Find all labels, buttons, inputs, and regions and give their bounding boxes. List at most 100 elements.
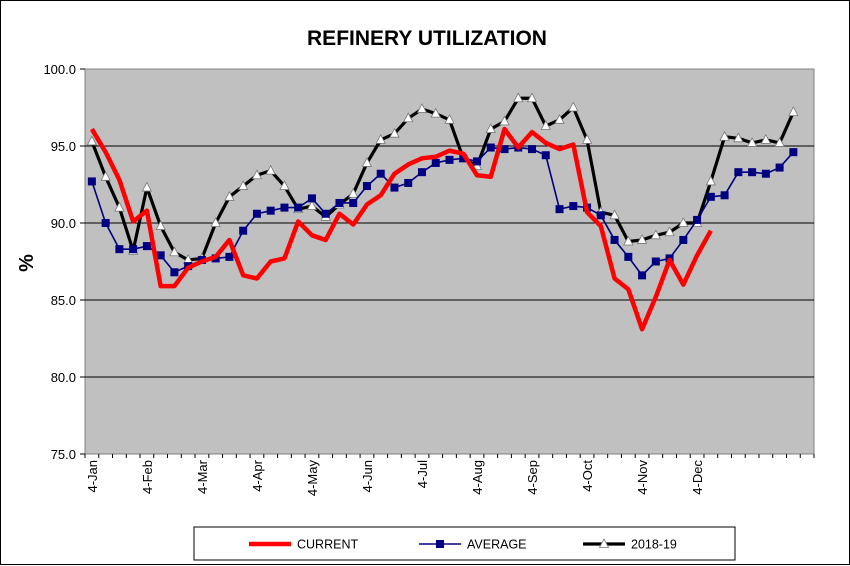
x-axis-ticks: 4-Jan 4-Feb 4-Mar 4-Apr 4-May 4-Jun 4-Jul 4-Aug… [84, 454, 815, 497]
data-point [581, 133, 593, 144]
data-point [404, 178, 413, 187]
y-tick-label: 80.0 [51, 370, 76, 385]
data-point [568, 101, 579, 112]
data-point [335, 198, 344, 207]
data-point [513, 92, 524, 103]
x-tick-label: 4-Jul [415, 460, 430, 488]
data-point [569, 202, 578, 211]
data-point [486, 143, 495, 152]
data-point [375, 133, 386, 144]
data-point [403, 112, 414, 123]
x-tick-label: 4-Nov [635, 460, 650, 495]
y-tick-label: 95.0 [51, 139, 76, 154]
x-tick-label: 4-Oct [580, 460, 595, 492]
plot-area [84, 68, 815, 455]
data-point [555, 205, 564, 214]
data-point [362, 182, 371, 191]
data-point [444, 113, 455, 124]
data-point [526, 92, 538, 103]
data-point [376, 169, 385, 178]
data-point [170, 268, 179, 277]
data-point [307, 194, 316, 203]
x-tick-label: 4-Feb [140, 460, 155, 494]
series-line [90, 96, 795, 262]
data-point [761, 169, 770, 178]
data-point [431, 158, 440, 167]
data-point [306, 200, 318, 210]
data-point [238, 180, 249, 190]
x-tick-label: 4-Aug [470, 460, 485, 495]
data-point [389, 127, 400, 138]
data-point [528, 145, 537, 154]
data-point [141, 181, 153, 192]
data-point [86, 135, 98, 146]
data-point [101, 219, 110, 227]
series-line [89, 126, 713, 332]
legend: CURRENT AVERAGE 2018-19 [193, 526, 736, 561]
data-point [788, 106, 799, 117]
data-point [624, 252, 633, 261]
data-point [651, 257, 660, 266]
legend-label: AVERAGE [467, 538, 527, 552]
data-point [485, 123, 496, 133]
data-point [100, 170, 111, 181]
data-point [142, 242, 151, 251]
data-point [155, 220, 166, 230]
legend-marker [436, 540, 444, 548]
data-point [156, 251, 165, 260]
data-point [650, 229, 661, 240]
x-tick-label: 4-May [305, 460, 320, 497]
x-tick-label: 4-Jan [85, 460, 100, 493]
y-tick-label: 85.0 [51, 293, 76, 308]
data-point [251, 169, 263, 180]
legend-label: CURRENT [297, 538, 358, 552]
data-point [294, 203, 303, 212]
y-tick-label: 90.0 [51, 216, 76, 231]
data-point [280, 203, 289, 212]
data-point [390, 183, 399, 192]
y-tick-label: 75.0 [51, 447, 76, 462]
legend-marker [598, 538, 610, 548]
data-point [114, 201, 125, 212]
data-point [225, 252, 234, 261]
data-point [279, 180, 290, 190]
data-point [210, 217, 221, 227]
data-point [760, 133, 772, 144]
data-point [473, 157, 482, 166]
data-point [746, 137, 758, 147]
y-tick-label: 100.0 [43, 62, 76, 77]
data-point [638, 271, 647, 280]
data-point [321, 209, 330, 218]
data-point [417, 168, 426, 177]
data-point [789, 148, 798, 157]
x-tick-label: 4-Sep [525, 460, 540, 495]
x-tick-label: 4-Apr [250, 459, 265, 491]
data-point [554, 113, 565, 124]
data-point [733, 132, 744, 143]
data-point [349, 198, 358, 207]
data-point [734, 168, 743, 177]
x-tick-label: 4-Mar [195, 459, 210, 494]
data-point [540, 120, 551, 130]
data-point [678, 217, 689, 227]
data-point [774, 137, 785, 147]
grid-lines [85, 145, 814, 378]
data-point [664, 226, 675, 237]
data-point [499, 115, 510, 126]
data-point [252, 209, 261, 218]
data-point [445, 155, 454, 164]
data-point [609, 209, 620, 220]
data-point [87, 177, 96, 186]
data-point [748, 168, 757, 177]
data-point [430, 107, 441, 118]
data-point [610, 235, 619, 244]
data-point [596, 211, 605, 220]
data-point [500, 145, 509, 154]
data-point [361, 157, 373, 167]
data-point [720, 191, 729, 200]
series-lines [86, 92, 799, 332]
data-point [224, 190, 235, 201]
data-point [706, 192, 715, 201]
